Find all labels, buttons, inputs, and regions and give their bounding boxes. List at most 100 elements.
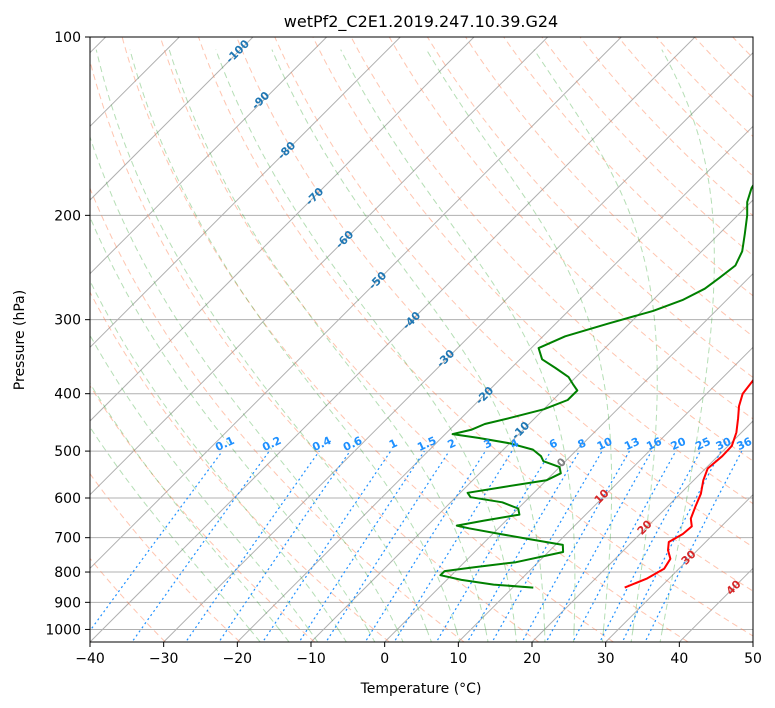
isotherm-line bbox=[384, 272, 753, 642]
moist-adiabat bbox=[425, 49, 613, 630]
isotherm-line bbox=[752, 641, 753, 642]
moist-adiabat bbox=[249, 629, 261, 642]
isotherm-line bbox=[90, 37, 475, 422]
dry-adiabat bbox=[159, 37, 689, 642]
chart-title: wetPf2_C2E1.2019.247.10.39.G24 bbox=[284, 12, 558, 32]
y-tick-label: 900 bbox=[54, 595, 81, 611]
moist-adiabat bbox=[215, 49, 516, 630]
moist-adiabat bbox=[573, 629, 575, 642]
y-tick-label: 800 bbox=[54, 565, 81, 581]
mixing-ratio-label: 36 bbox=[735, 435, 755, 453]
mixing-ratio-line bbox=[466, 450, 580, 642]
x-tick-label: −20 bbox=[223, 651, 253, 667]
isotherm-line bbox=[678, 567, 753, 642]
isotherm-line bbox=[457, 346, 753, 642]
y-tick-label: 500 bbox=[54, 444, 81, 460]
isotherm-line bbox=[90, 37, 328, 275]
mixing-ratio-line bbox=[218, 450, 351, 642]
dry-adiabat bbox=[388, 37, 753, 420]
dry-adiabat bbox=[312, 37, 753, 505]
y-tick-label: 200 bbox=[54, 208, 81, 224]
mixing-ratio-line bbox=[644, 450, 743, 642]
moist-adiabat bbox=[630, 629, 634, 642]
isotherm-line bbox=[310, 199, 753, 642]
mixing-ratio-line bbox=[521, 450, 631, 642]
y-tick-label: 700 bbox=[54, 531, 81, 547]
mixing-ratio-line bbox=[364, 450, 486, 642]
y-tick-label: 1000 bbox=[45, 622, 81, 638]
y-tick-label: 300 bbox=[54, 313, 81, 329]
isotherm-line bbox=[90, 37, 549, 496]
moist-adiabat bbox=[90, 135, 398, 630]
x-tick-label: 20 bbox=[523, 651, 541, 667]
isotherm-line bbox=[90, 37, 401, 349]
dry-adiabat bbox=[274, 37, 753, 548]
line-labels: 0.1 0.2 0.4 0.6 1 1.5 2 3 4 6 8 10 13 16 20 25 30 36-100-… bbox=[213, 37, 754, 598]
moist-adiabat bbox=[533, 49, 658, 630]
dry-adiabat bbox=[236, 37, 753, 592]
moist-adiabat bbox=[90, 279, 339, 630]
mixing-ratio-line bbox=[393, 450, 513, 642]
isotherm-label: 10 bbox=[592, 486, 612, 506]
mixing-ratio-line bbox=[545, 450, 653, 642]
moist-adiabat bbox=[279, 629, 290, 642]
moist-adiabat bbox=[659, 629, 663, 642]
mixing-ratio-line bbox=[621, 450, 722, 642]
moist-adiabat bbox=[168, 49, 487, 630]
x-tick-label: −30 bbox=[149, 651, 179, 667]
moist-adiabat bbox=[514, 629, 518, 642]
dry-adiabat bbox=[617, 37, 753, 177]
y-tick-label: 100 bbox=[54, 30, 81, 46]
mixing-ratio-line bbox=[185, 450, 320, 642]
mixing-ratio-line bbox=[491, 450, 603, 642]
mixing-ratio-line bbox=[131, 450, 270, 642]
moist-adiabat bbox=[271, 49, 546, 630]
moist-adiabat bbox=[90, 426, 251, 630]
mixing-ratio-label: 25 bbox=[693, 435, 712, 453]
mixing-ratio-label: 1 bbox=[387, 436, 399, 451]
mixing-ratio-line bbox=[90, 450, 223, 632]
mixing-ratio-line bbox=[572, 450, 677, 642]
dry-adiabat bbox=[732, 37, 753, 59]
profile-series bbox=[439, 183, 753, 589]
plot-frame bbox=[89, 36, 754, 643]
dry-adiabat bbox=[426, 37, 753, 378]
x-tick-label: 0 bbox=[380, 651, 389, 667]
background-lines bbox=[90, 37, 753, 642]
x-axis-title: Temperature (°C) bbox=[360, 681, 482, 697]
moist-adiabat bbox=[308, 629, 319, 642]
x-tick-label: −10 bbox=[296, 651, 326, 667]
x-tick-label: 30 bbox=[597, 651, 615, 667]
moist-adiabat bbox=[129, 49, 457, 630]
dry-adiabat bbox=[694, 37, 753, 98]
y-tick-label: 600 bbox=[54, 491, 81, 507]
dry-adiabat bbox=[656, 37, 753, 138]
y-tick-label: 400 bbox=[54, 387, 81, 403]
x-tick-label: 40 bbox=[670, 651, 688, 667]
dry-adiabat bbox=[503, 37, 753, 297]
axes: −40 −30 −20 −10 0 10 20 30 40 50 100 200 300 400 500 60… bbox=[45, 30, 762, 667]
mixing-ratio-label: 20 bbox=[669, 435, 689, 453]
isotherm-line bbox=[236, 125, 753, 642]
moist-adiabat bbox=[337, 629, 347, 642]
moist-adiabat bbox=[95, 49, 428, 630]
moist-adiabat bbox=[661, 49, 715, 630]
mixing-ratio-line bbox=[599, 450, 702, 642]
dry-adiabat bbox=[90, 59, 540, 642]
dry-adiabat bbox=[198, 37, 753, 637]
moist-adiabat bbox=[485, 629, 489, 642]
moist-adiabat bbox=[90, 334, 310, 630]
mixing-ratio-label: 16 bbox=[644, 435, 664, 453]
moist-adiabat bbox=[455, 629, 461, 642]
moist-adiabat bbox=[90, 215, 369, 630]
y-axis-title: Pressure (hPa) bbox=[12, 290, 28, 390]
isotherm-line bbox=[90, 37, 622, 570]
dry-adiabat bbox=[541, 37, 753, 257]
isotherm-label: -20 bbox=[473, 384, 496, 407]
x-tick-label: 50 bbox=[744, 651, 762, 667]
isotherm-line bbox=[531, 420, 753, 642]
moist-adiabat bbox=[90, 382, 280, 630]
moist-adiabat bbox=[426, 629, 432, 642]
dry-adiabat bbox=[90, 384, 316, 642]
mixing-ratio-label: 13 bbox=[622, 435, 641, 453]
